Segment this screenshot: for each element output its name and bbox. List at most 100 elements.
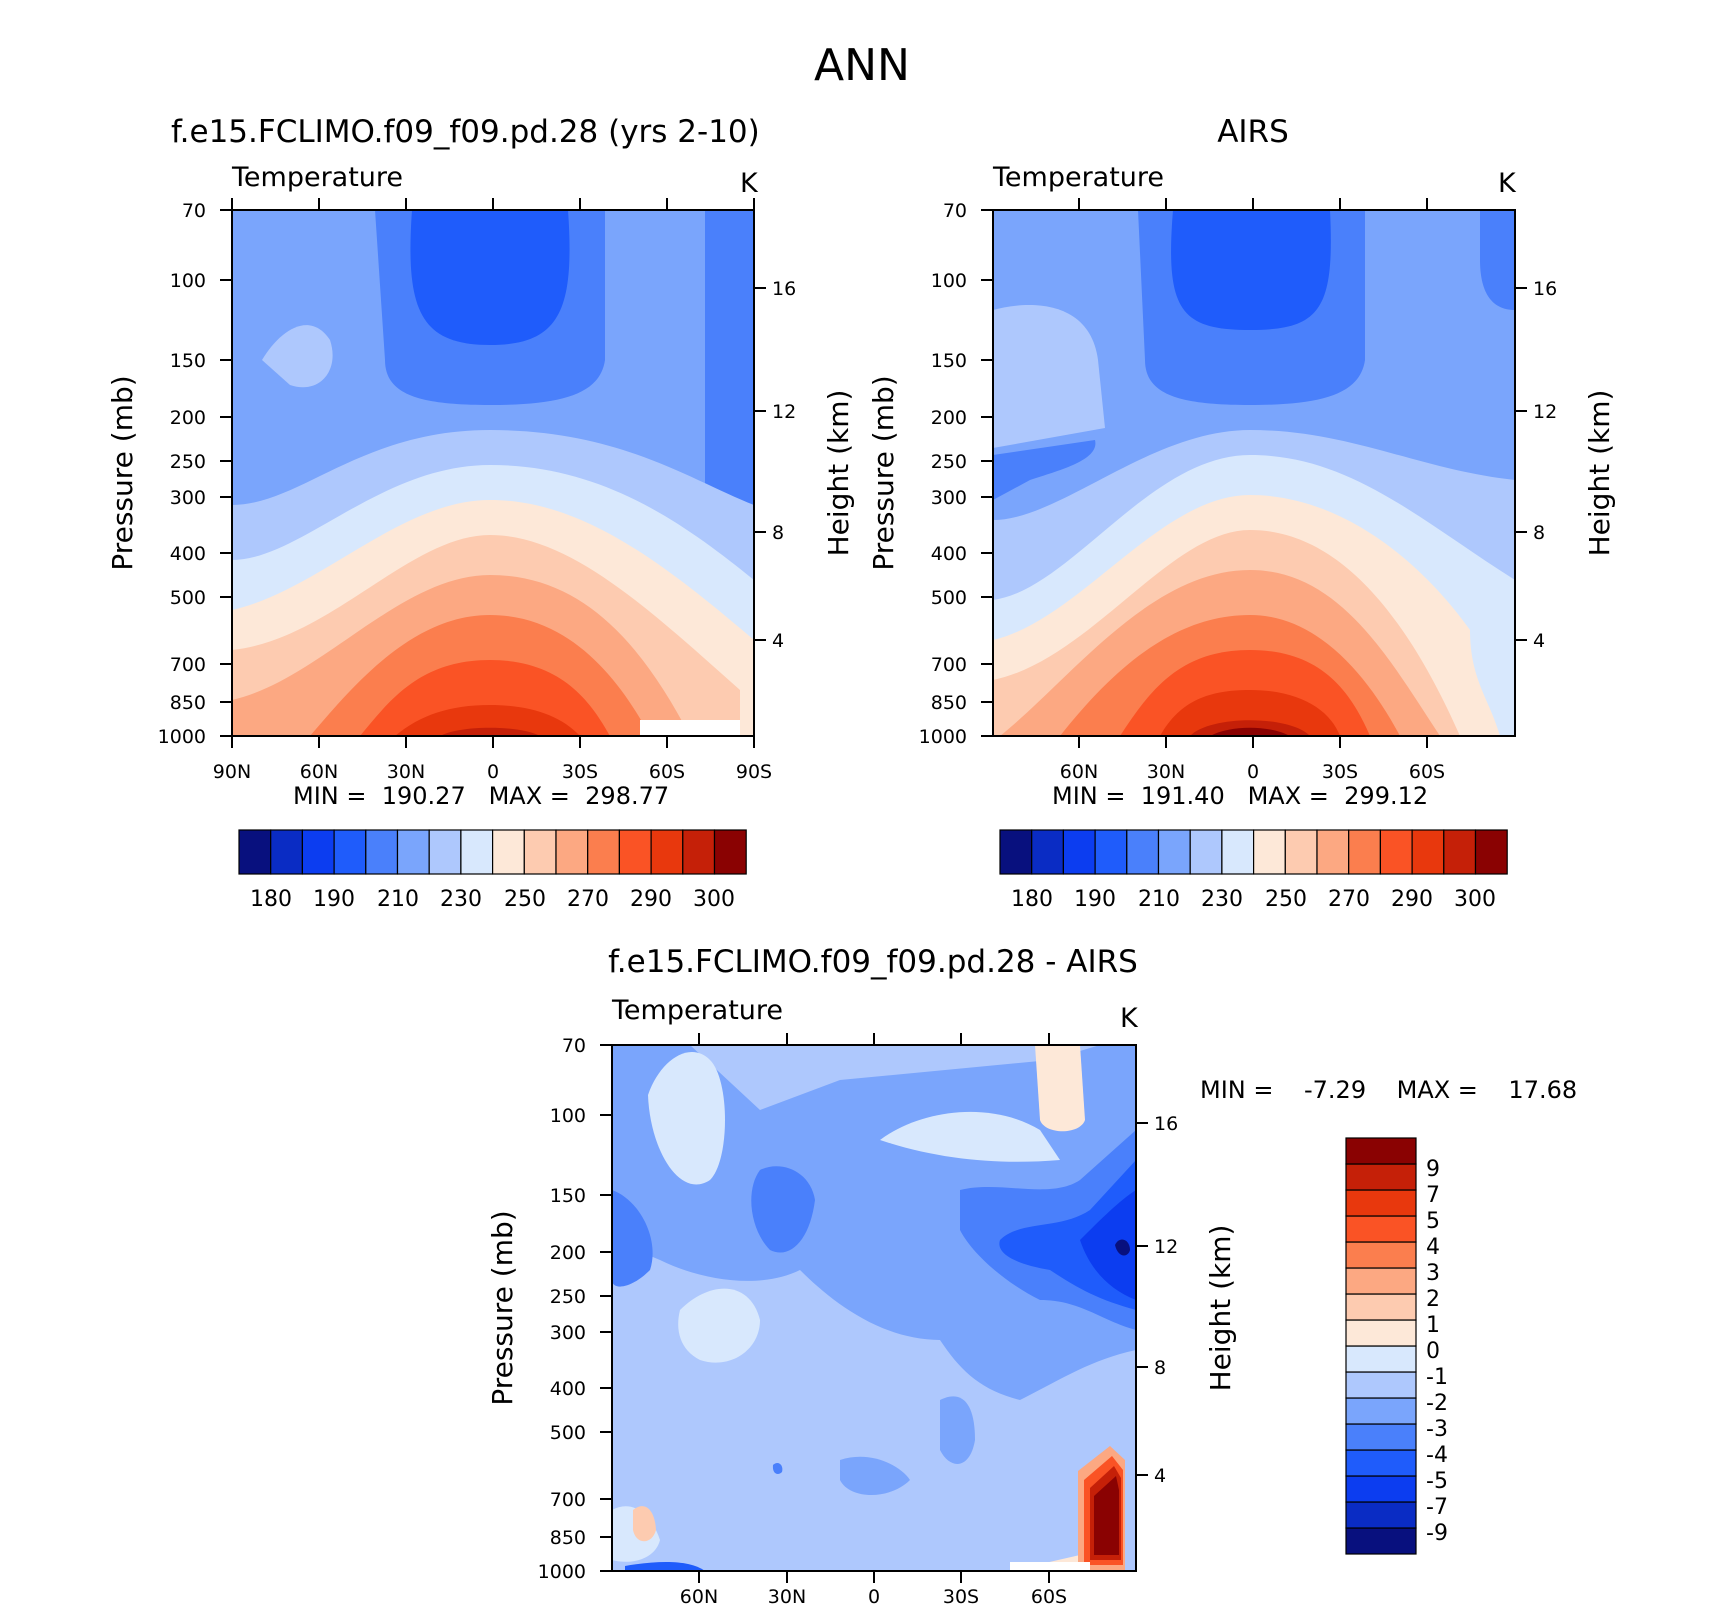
colorbar-swatch bbox=[713, 829, 747, 875]
y-tick-label: 150 bbox=[170, 350, 206, 372]
y-tick-label: 500 bbox=[550, 1422, 586, 1444]
y-tick-label: 300 bbox=[170, 487, 206, 509]
y-tick-label: 850 bbox=[550, 1527, 586, 1549]
contour-band bbox=[612, 1190, 653, 1287]
variable-label: Temperature bbox=[611, 995, 783, 1026]
x-tick-label: 30N bbox=[768, 1586, 806, 1606]
y-right-tick-label: 4 bbox=[772, 630, 784, 652]
contour-field bbox=[612, 1045, 1136, 1571]
y-tick-label: 150 bbox=[550, 1185, 586, 1207]
colorbar-label: 230 bbox=[440, 887, 482, 912]
contour-band bbox=[880, 1111, 1060, 1162]
y-tick-label: 200 bbox=[931, 407, 967, 429]
colorbar-swatch bbox=[365, 829, 399, 875]
y-tick-label: 700 bbox=[931, 654, 967, 676]
colorbar-swatch bbox=[270, 829, 304, 875]
colorbar-label: 290 bbox=[630, 887, 672, 912]
colorbar-label: 9 bbox=[1426, 1157, 1440, 1182]
colorbar-swatch bbox=[1126, 829, 1160, 875]
y-right-tick-label: 16 bbox=[1533, 278, 1557, 300]
y-ticks-marks bbox=[600, 1044, 1148, 1572]
y-axis-label: Pressure (mb) bbox=[867, 375, 900, 570]
x-tick-label: 60N bbox=[300, 761, 338, 783]
colorbar-swatch bbox=[1345, 1371, 1417, 1399]
colorbar-label: -5 bbox=[1426, 1469, 1448, 1494]
contour-field bbox=[232, 210, 754, 736]
x-tick-label: 30N bbox=[387, 761, 425, 783]
y-tick-label: 150 bbox=[931, 350, 967, 372]
colorbar-swatch bbox=[1345, 1345, 1417, 1373]
colorbar-swatch bbox=[682, 829, 716, 875]
y-tick-label: 500 bbox=[170, 587, 206, 609]
y-tick-label: 400 bbox=[931, 543, 967, 565]
contour-band bbox=[633, 1506, 656, 1542]
y-ticks-marks bbox=[981, 209, 1527, 737]
colorbar-swatch bbox=[587, 829, 621, 875]
y-tick-label: 100 bbox=[550, 1105, 586, 1127]
y-right-tick-label: 8 bbox=[772, 522, 784, 544]
colorbar-label: 0 bbox=[1426, 1339, 1440, 1364]
colorbar-label: -9 bbox=[1426, 1521, 1448, 1546]
y-tick-label: 250 bbox=[550, 1286, 586, 1308]
contour-band bbox=[772, 1462, 783, 1474]
min-max-label: MIN = 191.40 MAX = 299.12 bbox=[1052, 782, 1428, 810]
colorbar-swatch bbox=[1348, 829, 1381, 875]
contour-band bbox=[1210, 727, 1290, 736]
colorbar-swatch bbox=[1345, 1397, 1417, 1425]
y-axis-label: Pressure (mb) bbox=[106, 375, 139, 570]
colorbar-label: -1 bbox=[1426, 1365, 1448, 1390]
colorbar-label: 180 bbox=[250, 887, 292, 912]
contour-band bbox=[751, 1166, 815, 1253]
colorbar-label: 270 bbox=[567, 887, 609, 912]
contour-band bbox=[440, 727, 540, 736]
colorbar-label: 250 bbox=[1265, 887, 1307, 912]
colorbar-swatch bbox=[1031, 829, 1064, 875]
contour-band bbox=[678, 1288, 760, 1363]
colorbar-swatch bbox=[1345, 1241, 1417, 1269]
colorbar-swatch bbox=[492, 829, 525, 875]
colorbar-swatch bbox=[555, 829, 589, 875]
x-tick-label: 60N bbox=[1060, 761, 1098, 783]
missing-data bbox=[1010, 1562, 1090, 1571]
colorbar-label: 190 bbox=[313, 887, 355, 912]
x-tick-label: 0 bbox=[868, 1586, 880, 1606]
y-right-tick-label: 12 bbox=[772, 401, 796, 423]
y-tick-label: 700 bbox=[550, 1489, 586, 1511]
colorbar-label: 300 bbox=[693, 887, 735, 912]
colorbar-swatch bbox=[650, 829, 684, 875]
y-tick-label: 250 bbox=[170, 451, 206, 473]
colorbar-label: 1 bbox=[1426, 1313, 1440, 1338]
x-tick-label: 0 bbox=[1247, 761, 1259, 783]
colorbar bbox=[999, 829, 1508, 875]
colorbar-swatch bbox=[1474, 829, 1508, 875]
x-tick-label: 30S bbox=[1322, 761, 1358, 783]
y-right-tick-label: 8 bbox=[1533, 522, 1545, 544]
colorbar-swatch bbox=[618, 829, 652, 875]
contour-band bbox=[1160, 690, 1340, 736]
contour-band bbox=[648, 1052, 725, 1185]
y-tick-label: 300 bbox=[931, 487, 967, 509]
y-axis-label: Pressure (mb) bbox=[486, 1210, 519, 1405]
colorbar-swatch bbox=[523, 829, 557, 875]
y-tick-label: 1000 bbox=[919, 726, 967, 748]
y-tick-labels: 70 100 150 200 250 300 400 500 700 850 1… bbox=[538, 1035, 586, 1583]
contour-band bbox=[625, 1561, 705, 1571]
x-tick-label: 60N bbox=[680, 1586, 718, 1606]
x-tick-label: 30S bbox=[562, 761, 598, 783]
x-tick-labels: 60N 30N 0 30S 60S bbox=[680, 1586, 1067, 1606]
colorbar-label: 3 bbox=[1426, 1261, 1440, 1286]
x-tick-label: 30S bbox=[943, 1586, 979, 1606]
y-right-tick-label: 12 bbox=[1533, 401, 1557, 423]
colorbar-swatch bbox=[1345, 1449, 1417, 1477]
y-tick-label: 1000 bbox=[158, 726, 206, 748]
colorbar-label: 300 bbox=[1454, 887, 1496, 912]
colorbar-swatch bbox=[999, 829, 1033, 875]
y-tick-label: 70 bbox=[562, 1035, 586, 1057]
variable-label: Temperature bbox=[992, 162, 1164, 193]
y-axis-right-label: Height (km) bbox=[1583, 390, 1616, 557]
colorbar bbox=[1345, 1137, 1417, 1555]
x-ticks-marks bbox=[1078, 198, 1428, 748]
x-tick-labels: 90N 60N 30N 0 30S 60S 90S bbox=[213, 761, 772, 783]
y-tick-label: 700 bbox=[170, 654, 206, 676]
colorbar-swatch bbox=[1345, 1319, 1417, 1347]
